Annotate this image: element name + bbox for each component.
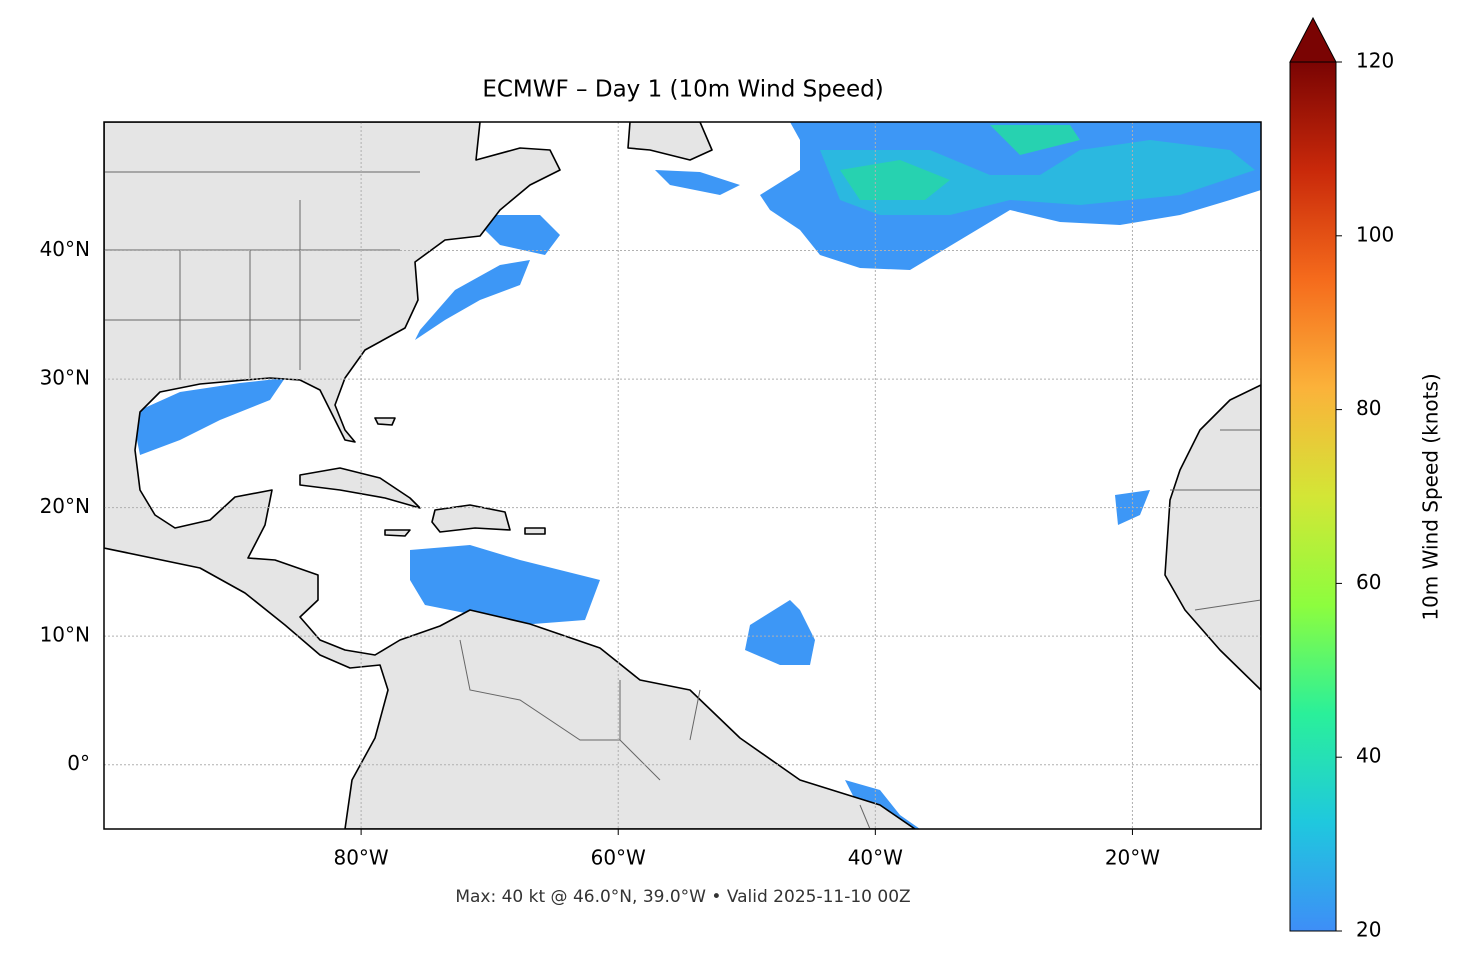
footnote: Max: 40 kt @ 46.0°N, 39.0°W • Valid 2025… (455, 887, 910, 907)
x-tick-label: 80°W (333, 846, 388, 870)
colorbar-extend (1289, 16, 1337, 63)
colorbar: 20 40 60 80 100 120 (1289, 16, 1394, 942)
colorbar-tick-label: 40 (1356, 744, 1381, 768)
y-tick-label: 20°N (40, 494, 90, 518)
chart-title: ECMWF – Day 1 (10m Wind Speed) (482, 77, 883, 103)
colorbar-gradient (1290, 62, 1336, 931)
x-tick-label: 20°W (1105, 846, 1160, 870)
colorbar-frame (1289, 61, 1337, 932)
colorbar-tick-label: 20 (1356, 918, 1381, 942)
x-tick-label: 40°W (848, 846, 903, 870)
grid (104, 122, 1261, 829)
x-tick-label: 60°W (591, 846, 646, 870)
y-tick-label: 40°N (40, 237, 90, 261)
plot-frame (103, 121, 1262, 830)
colorbar-tick-label: 100 (1356, 222, 1394, 246)
y-tick-label: 0° (67, 751, 90, 775)
colorbar-tick-label: 60 (1356, 570, 1381, 594)
land (104, 122, 1261, 829)
y-tick-label: 10°N (40, 623, 90, 647)
colorbar-tick-label: 80 (1356, 396, 1381, 420)
y-tick-label: 30°N (40, 366, 90, 390)
colorbar-label: 10m Wind Speed (knots) (1419, 373, 1443, 620)
colorbar-tick-label: 120 (1356, 49, 1394, 73)
map (104, 122, 1261, 829)
